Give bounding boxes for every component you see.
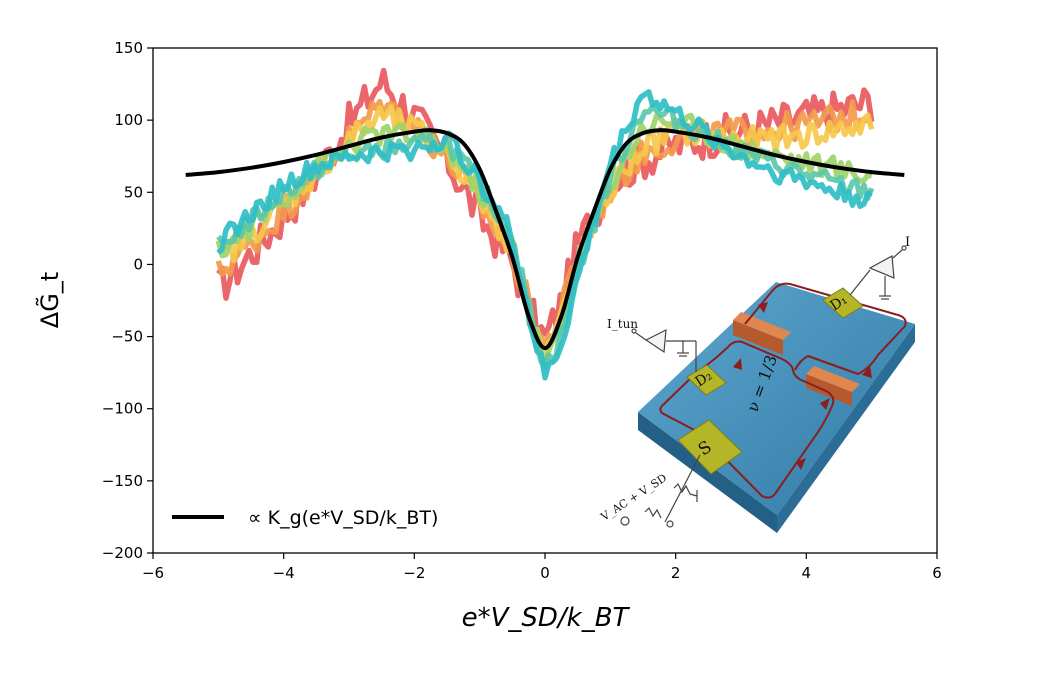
edge-arrow xyxy=(820,398,830,410)
drain-d1-label: D₁ xyxy=(827,292,850,315)
x-tick-label: −6 xyxy=(142,564,164,582)
y-tick-label: −50 xyxy=(111,328,143,346)
x-axis: −6 −4 −2 0 2 4 6 xyxy=(142,553,942,582)
x-tick-label: 2 xyxy=(671,564,681,582)
y-tick-label: −200 xyxy=(102,544,143,562)
y-axis-title: ΔG̃_t xyxy=(36,272,64,328)
edge-arrow xyxy=(733,358,742,370)
y-tick-label: −100 xyxy=(102,400,143,418)
x-tick-label: 6 xyxy=(932,564,942,582)
y-axis: 150 100 50 0 −50 −100 −150 −200 xyxy=(102,39,153,562)
y-tick-label: 0 xyxy=(133,255,143,273)
x-tick-label: −4 xyxy=(273,564,295,582)
x-tick-label: 0 xyxy=(540,564,550,582)
source-contact xyxy=(677,419,743,475)
fit-layer xyxy=(185,128,905,351)
output-current-label: I xyxy=(905,235,910,250)
device-schematic-inset: S D₂ D₁ ν = 1/3 I_tun I xyxy=(598,235,915,533)
drain-d2-label: D₂ xyxy=(692,368,715,391)
substrate-front xyxy=(777,324,915,533)
edge-arrow xyxy=(862,366,872,378)
gate-left xyxy=(733,312,791,355)
y-tick-label: 100 xyxy=(114,111,143,129)
tunnel-current-label: I_tun xyxy=(607,317,638,331)
x-tick-label: −2 xyxy=(403,564,425,582)
source-voltage-label: V_AC + V_SD xyxy=(598,471,670,524)
y-tick-label: 50 xyxy=(124,183,143,201)
legend: ∝ K_g(e*V_SD/k_BT) xyxy=(172,507,438,529)
substrate-side xyxy=(638,412,777,533)
legend-label: ∝ K_g(e*V_SD/k_BT) xyxy=(248,507,438,529)
amplifier-tunnel xyxy=(631,328,697,372)
source-circuit xyxy=(620,454,701,528)
x-tick-label: 4 xyxy=(802,564,812,582)
y-tick-label: 150 xyxy=(114,39,143,57)
x-axis-title: e*V_SD/k_BT xyxy=(462,603,631,633)
edge-arrow xyxy=(796,458,806,470)
gate-right xyxy=(806,366,860,406)
drain-d2-contact xyxy=(686,364,727,396)
drain-d1-contact xyxy=(822,287,864,319)
amplifier-output xyxy=(849,245,907,300)
fit-curve xyxy=(185,128,905,351)
edge-arrow xyxy=(758,302,768,313)
y-tick-label: −150 xyxy=(102,472,143,490)
measured-series-6 xyxy=(216,89,873,381)
